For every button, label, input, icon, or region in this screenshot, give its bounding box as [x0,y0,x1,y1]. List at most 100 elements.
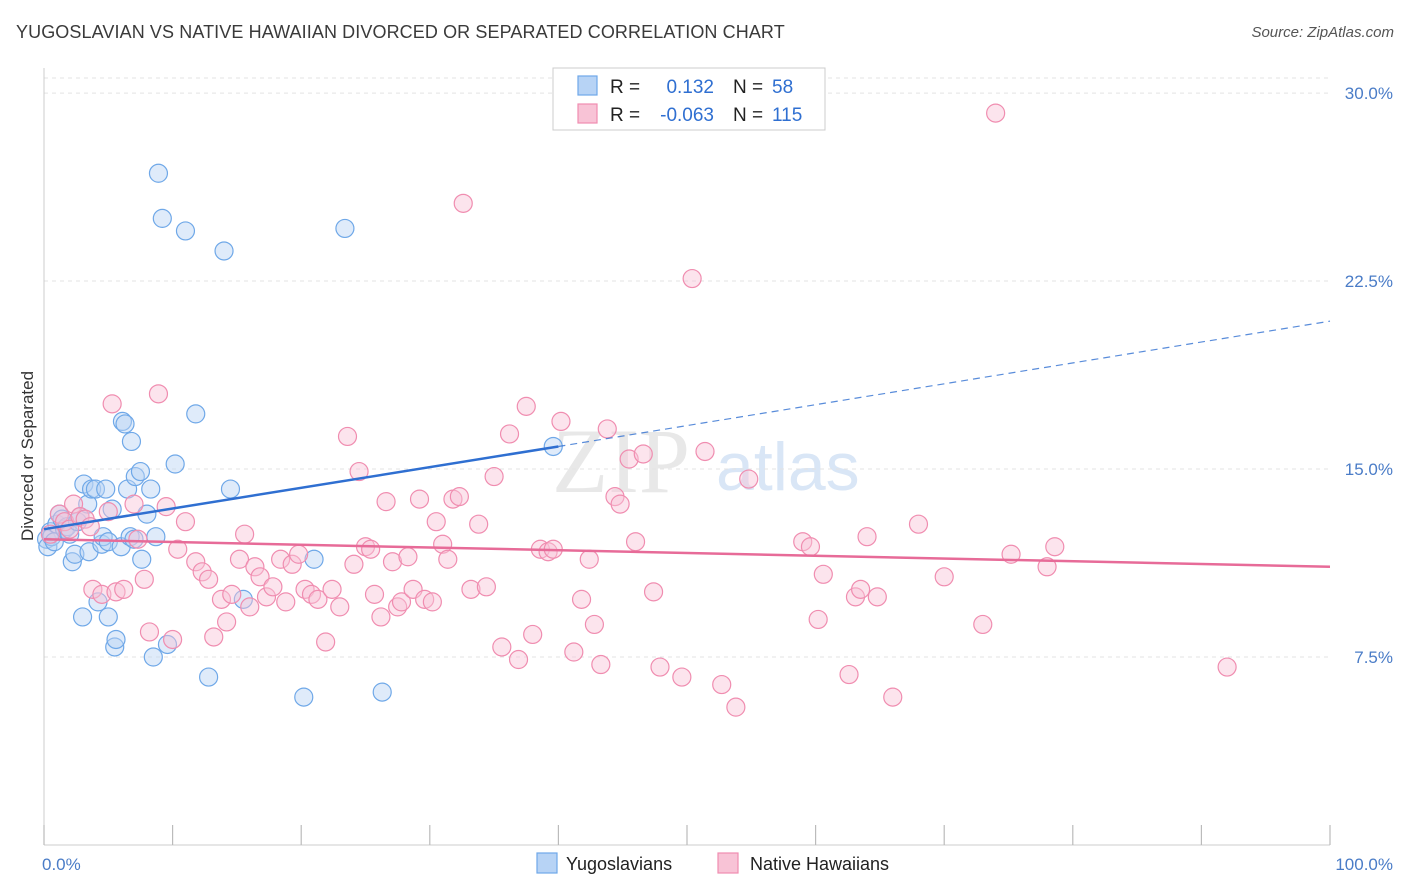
point-native-hawaiians-89 [610,494,630,514]
point-yugoslavians-39 [132,549,152,569]
point-yugoslavians-35 [121,431,142,452]
point-yugoslavians-50 [199,667,219,687]
y-tick-label-1: 15.0% [1345,460,1393,479]
point-native-hawaiians-60 [409,489,430,509]
point-native-hawaiians-32 [240,597,260,617]
point-native-hawaiians-30 [229,549,250,569]
point-native-hawaiians-112 [934,567,954,587]
point-native-hawaiians-52 [364,584,385,604]
point-native-hawaiians-5 [70,507,90,527]
x-ticks [43,825,1331,845]
data-points [36,103,1237,717]
gridlines [44,77,1330,658]
legend-n-label-1: N = [733,77,763,98]
point-native-hawaiians-93 [643,582,664,602]
point-native-hawaiians-44 [316,632,336,652]
y-axis-label: Divorced or Separated [18,371,37,541]
point-native-hawaiians-57 [391,592,412,612]
point-native-hawaiians-92 [633,444,653,464]
correlation-legend: R = 0.132 N = 58 R = -0.063 N = 115 [552,67,826,131]
point-native-hawaiians-51 [361,539,381,559]
point-native-hawaiians-111 [908,514,929,534]
point-native-hawaiians-99 [726,697,746,717]
point-native-hawaiians-55 [382,552,403,572]
point-native-hawaiians-75 [508,649,529,670]
point-native-hawaiians-61 [415,589,435,609]
point-native-hawaiians-74 [499,424,520,444]
point-yugoslavians-11 [62,552,82,572]
point-native-hawaiians-87 [597,419,617,439]
point-native-hawaiians-39 [282,554,302,574]
point-native-hawaiians-73 [492,637,512,657]
legend-r-label-1: R = [610,77,640,98]
point-native-hawaiians-103 [808,609,828,630]
point-yugoslavians-53 [233,589,253,609]
point-native-hawaiians-84 [579,549,599,569]
point-yugoslavians-43 [146,527,166,547]
trend-line-extension-yugoslavians [558,320,1331,448]
point-yugoslavians-48 [175,221,196,241]
point-native-hawaiians-102 [800,537,821,557]
point-yugoslavians-24 [96,479,116,499]
legend-r-value-1: 0.132 [666,77,714,98]
point-native-hawaiians-90 [619,449,639,469]
point-native-hawaiians-68 [453,193,473,213]
point-native-hawaiians-85 [584,614,605,635]
point-native-hawaiians-105 [839,664,859,685]
point-native-hawaiians-11 [102,394,122,414]
point-native-hawaiians-58 [398,547,418,567]
trend-line-native-hawaiians [43,537,1331,569]
point-yugoslavians-25 [98,607,118,627]
point-native-hawaiians-47 [337,426,358,447]
point-native-hawaiians-20 [163,629,183,650]
legend-n-value-2: 115 [772,105,802,126]
point-native-hawaiians-72 [484,466,504,487]
source-label: Source: ZipAtlas.com [1251,24,1394,41]
point-native-hawaiians-33 [245,557,265,577]
point-native-hawaiians-21 [168,539,188,559]
point-native-hawaiians-15 [128,529,148,549]
point-yugoslavians-20 [85,479,106,499]
y-tick-label-0: 7.5% [1354,648,1393,667]
x-tick-label-min: 0.0% [42,855,81,874]
point-native-hawaiians-41 [295,579,315,599]
point-yugoslavians-47 [165,454,185,474]
point-native-hawaiians-23 [186,552,206,572]
point-native-hawaiians-37 [271,549,291,569]
point-native-hawaiians-31 [235,524,255,544]
point-native-hawaiians-19 [156,497,176,517]
point-native-hawaiians-46 [330,597,350,617]
point-native-hawaiians-82 [564,642,584,662]
point-native-hawaiians-14 [124,494,144,514]
trend-line-yugoslavians [43,445,559,531]
point-native-hawaiians-108 [857,527,877,547]
point-native-hawaiians-109 [867,587,887,607]
point-yugoslavians-41 [141,479,161,499]
point-native-hawaiians-65 [438,549,458,569]
point-native-hawaiians-45 [322,579,342,599]
point-yugoslavians-52 [220,479,241,499]
point-native-hawaiians-40 [289,544,309,564]
point-native-hawaiians-17 [139,622,160,642]
point-yugoslavians-32 [115,414,135,434]
legend-n-label-2: N = [733,105,763,126]
point-native-hawaiians-36 [263,577,283,597]
point-native-hawaiians-48 [344,554,364,574]
point-native-hawaiians-12 [106,582,126,602]
point-native-hawaiians-54 [376,492,396,512]
point-native-hawaiians-118 [1217,657,1237,677]
series-legend: Yugoslavians Native Hawaiians [536,852,889,874]
point-native-hawaiians-28 [217,612,237,632]
point-native-hawaiians-114 [986,103,1006,123]
point-native-hawaiians-62 [422,592,442,612]
point-yugoslavians-28 [105,637,125,657]
point-native-hawaiians-67 [449,487,469,507]
point-yugoslavians-31 [112,411,133,432]
y-tick-label-2: 22.5% [1345,272,1393,291]
legend-r-value-2: -0.063 [660,105,714,126]
y-tick-label-3: 30.0% [1345,84,1393,103]
y-tick-labels: 7.5% 15.0% 22.5% 30.0% [1345,84,1393,667]
point-yugoslavians-1 [38,537,58,557]
point-native-hawaiians-16 [134,569,154,589]
